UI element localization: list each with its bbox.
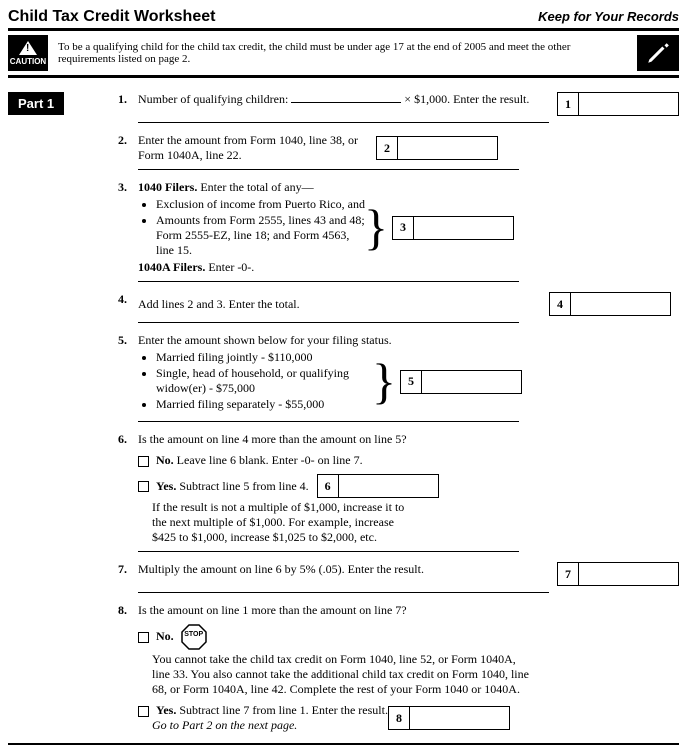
brace-icon: } — [376, 359, 392, 404]
line8-no-checkbox[interactable] — [138, 632, 149, 643]
caution-text: To be a qualifying child for the child t… — [58, 41, 627, 65]
children-count-input[interactable] — [291, 102, 401, 103]
line-6: 6. Is the amount on line 4 more than the… — [118, 432, 679, 545]
line8-yes-checkbox[interactable] — [138, 706, 149, 717]
box-2-label: 2 — [376, 136, 398, 160]
bottom-rule — [8, 743, 679, 745]
worksheet-lines: 1. Number of qualifying children: × $1,0… — [118, 92, 679, 739]
caution-bar: CAUTION To be a qualifying child for the… — [8, 31, 679, 78]
part-label: Part 1 — [8, 92, 64, 115]
line-5: 5. Enter the amount shown below for your… — [118, 333, 679, 415]
pencil-icon — [637, 35, 679, 71]
line6-yes-checkbox[interactable] — [138, 481, 149, 492]
box-1-input[interactable] — [579, 92, 679, 116]
box-1-label: 1 — [557, 92, 579, 116]
page-title: Child Tax Credit Worksheet — [8, 8, 215, 26]
box-3-label: 3 — [392, 216, 414, 240]
box-4-label: 4 — [549, 292, 571, 316]
line6-no-checkbox[interactable] — [138, 456, 149, 467]
header: Child Tax Credit Worksheet Keep for Your… — [8, 8, 679, 31]
box-7-input[interactable] — [579, 562, 679, 586]
stop-icon: STOP — [181, 624, 207, 650]
line-1: 1. Number of qualifying children: × $1,0… — [118, 92, 679, 116]
line-7: 7. Multiply the amount on line 6 by 5% (… — [118, 562, 679, 586]
box-5-label: 5 — [400, 370, 422, 394]
box-3-input[interactable] — [414, 216, 514, 240]
brace-icon: } — [368, 205, 384, 250]
box-7-label: 7 — [557, 562, 579, 586]
box-5-input[interactable] — [422, 370, 522, 394]
line-8: 8. Is the amount on line 1 more than the… — [118, 603, 679, 733]
caution-icon: CAUTION — [8, 35, 48, 71]
keep-records-label: Keep for Your Records — [538, 9, 679, 24]
box-8-label: 8 — [388, 706, 410, 730]
line-4: 4. Add lines 2 and 3. Enter the total. 4 — [118, 292, 679, 316]
box-6-label: 6 — [317, 474, 339, 498]
box-6-input[interactable] — [339, 474, 439, 498]
box-8-input[interactable] — [410, 706, 510, 730]
line-2: 2. Enter the amount from Form 1040, line… — [118, 133, 679, 163]
line-3: 3. 1040 Filers. Enter the total of any— … — [118, 180, 679, 275]
box-2-input[interactable] — [398, 136, 498, 160]
box-4-input[interactable] — [571, 292, 671, 316]
